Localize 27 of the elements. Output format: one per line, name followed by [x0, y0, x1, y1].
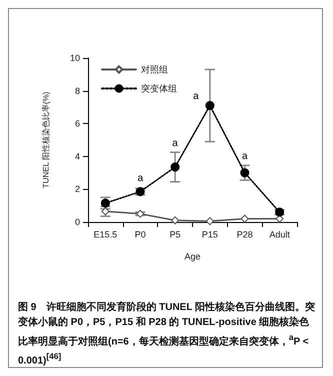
y-tick-label: 6: [74, 118, 80, 129]
annotation: a: [137, 173, 144, 184]
y-tick-label: 10: [70, 53, 80, 63]
x-axis-title: Age: [184, 252, 201, 262]
legend-label: 对照组: [141, 64, 168, 74]
y-axis-title: TUNEL 阳性核染色比率(%): [42, 91, 50, 188]
point: [206, 217, 214, 226]
text: 图 9 许旺细胞不同发育阶段的 TUNEL 阳性核染色百分曲线图。突变体小鼠的 P0，P5，P15 和 P28 的 TUNEL-positive 细胞核染色比率明显高于对照组(n=6，每天检测基因型确定来自突变体，$^{a}$P < 0.001)$^{[46]}$: [18, 302, 316, 367]
legend-label: 突变体组: [141, 84, 177, 94]
y-tick-label: 2: [74, 184, 80, 194]
y-tick-label: 8: [74, 86, 80, 96]
x-tick-label: P5: [170, 230, 181, 240]
x-tick-label: E15.5: [94, 230, 118, 240]
annotation: a: [242, 150, 248, 162]
x-tick-label: P0: [134, 230, 146, 240]
point: [240, 168, 250, 178]
x-tick-label: P15: [202, 230, 218, 240]
annotation: a: [172, 138, 178, 149]
point: [205, 101, 214, 110]
point: [240, 214, 249, 223]
x-tick-label: Adult: [269, 230, 290, 240]
point: [171, 216, 180, 224]
point: [170, 162, 180, 172]
annotation: a: [193, 91, 200, 102]
y-tick-label: 4: [74, 151, 80, 162]
x-tick-label: P28: [236, 230, 253, 240]
y-tick-label: 0: [74, 217, 80, 227]
